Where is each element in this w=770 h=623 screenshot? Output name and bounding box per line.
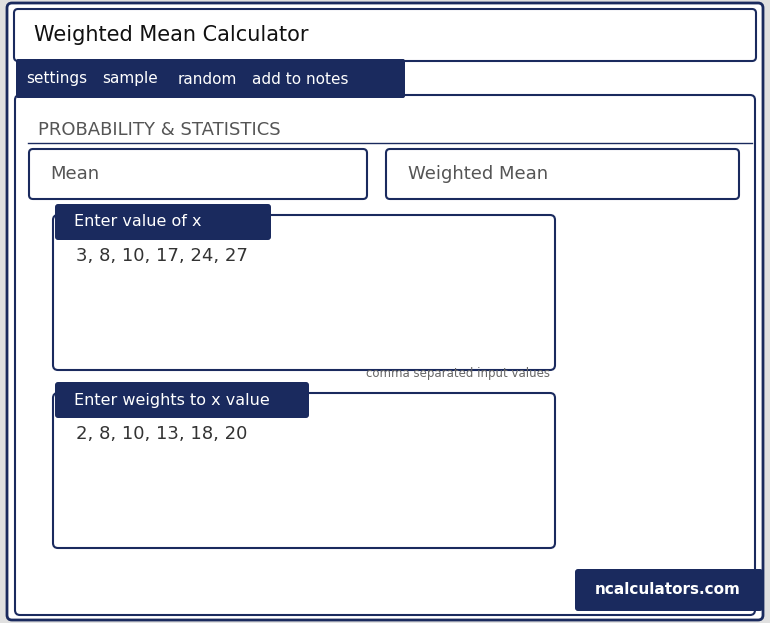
FancyBboxPatch shape xyxy=(55,382,309,418)
Text: comma separated input values: comma separated input values xyxy=(366,366,550,379)
Text: add to notes: add to notes xyxy=(252,72,348,87)
Text: PROBABILITY & STATISTICS: PROBABILITY & STATISTICS xyxy=(38,121,280,139)
FancyBboxPatch shape xyxy=(15,95,755,615)
Text: 3, 8, 10, 17, 24, 27: 3, 8, 10, 17, 24, 27 xyxy=(76,247,248,265)
Text: 2, 8, 10, 13, 18, 20: 2, 8, 10, 13, 18, 20 xyxy=(76,425,247,443)
Text: Enter value of x: Enter value of x xyxy=(74,214,202,229)
FancyBboxPatch shape xyxy=(53,393,555,548)
FancyBboxPatch shape xyxy=(53,215,555,370)
FancyBboxPatch shape xyxy=(55,204,271,240)
Text: Weighted Mean: Weighted Mean xyxy=(408,165,548,183)
Text: settings: settings xyxy=(26,72,88,87)
FancyBboxPatch shape xyxy=(7,3,763,620)
Text: random: random xyxy=(177,72,236,87)
FancyBboxPatch shape xyxy=(386,149,739,199)
FancyBboxPatch shape xyxy=(14,9,756,61)
Text: ncalculators.com: ncalculators.com xyxy=(595,583,741,597)
FancyBboxPatch shape xyxy=(16,59,405,98)
FancyBboxPatch shape xyxy=(575,569,763,611)
Text: Enter weights to x value: Enter weights to x value xyxy=(74,392,270,407)
FancyBboxPatch shape xyxy=(29,149,367,199)
Text: Mean: Mean xyxy=(50,165,99,183)
Text: Weighted Mean Calculator: Weighted Mean Calculator xyxy=(34,25,309,45)
Text: sample: sample xyxy=(102,72,158,87)
